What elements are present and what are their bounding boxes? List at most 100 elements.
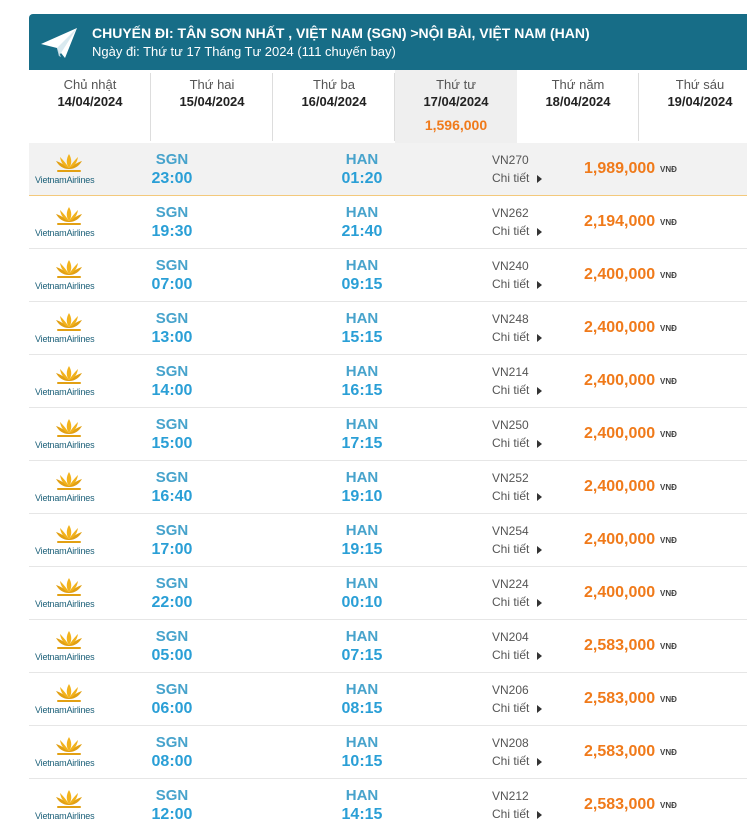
date-tab[interactable]: Thứ tư 17/04/2024 1,596,000 xyxy=(395,70,517,146)
flight-row[interactable]: VietnamAirlines SGN 19:30 HAN 21:40 VN262 Chi … xyxy=(29,196,747,249)
flight-detail-link[interactable]: Chi tiết xyxy=(492,171,543,185)
departure-airport: SGN xyxy=(155,469,189,486)
date-tab[interactable]: Chủ nhật 14/04/2024 xyxy=(29,70,151,158)
flight-number: VN206 xyxy=(492,683,529,697)
flight-detail-link[interactable]: Chi tiết xyxy=(492,330,543,344)
caret-right-icon xyxy=(537,811,543,819)
flight-detail-link[interactable]: Chi tiết xyxy=(492,224,543,238)
airline-logo: VietnamAirlines xyxy=(35,524,107,558)
airline-name: VietnamAirlines xyxy=(35,652,95,662)
airline-logo: VietnamAirlines xyxy=(35,259,107,293)
flight-number: VN270 xyxy=(492,153,529,167)
flight-detail-link[interactable]: Chi tiết xyxy=(492,595,543,609)
day-date: 18/04/2024 xyxy=(545,94,611,109)
date-tab[interactable]: Thứ ba 16/04/2024 xyxy=(273,70,395,158)
day-date: 17/04/2024 xyxy=(423,94,489,109)
departure-airport: SGN xyxy=(155,310,189,327)
flight-detail-link[interactable]: Chi tiết xyxy=(492,383,543,397)
flight-number: VN262 xyxy=(492,206,529,220)
departure-time: 07:00 xyxy=(151,276,193,293)
caret-right-icon xyxy=(537,175,543,183)
flight-row[interactable]: VietnamAirlines SGN 08:00 HAN 10:15 VN208 Chi … xyxy=(29,726,747,779)
day-date: 16/04/2024 xyxy=(301,94,367,109)
day-date: 15/04/2024 xyxy=(179,94,245,109)
date-tab[interactable]: Thứ hai 15/04/2024 xyxy=(151,70,273,158)
departure-time: 19:30 xyxy=(151,223,193,240)
caret-right-icon xyxy=(537,334,543,342)
departure-airport: SGN xyxy=(155,522,189,539)
lotus-icon xyxy=(56,366,82,384)
departure-time: 15:00 xyxy=(151,435,193,452)
flight-row[interactable]: VietnamAirlines SGN 23:00 HAN 01:20 VN270 Chi … xyxy=(29,143,747,196)
flight-row[interactable]: VietnamAirlines SGN 15:00 HAN 17:15 VN250 Chi … xyxy=(29,408,747,461)
lotus-icon xyxy=(56,207,82,225)
day-name: Thứ sáu xyxy=(675,77,725,92)
airline-logo: VietnamAirlines xyxy=(35,471,107,505)
flight-number: VN240 xyxy=(492,259,529,273)
flight-row[interactable]: VietnamAirlines SGN 05:00 HAN 07:15 VN204 Chi … xyxy=(29,620,747,673)
arrival-airport: HAN xyxy=(345,628,379,645)
flight-row[interactable]: VietnamAirlines SGN 13:00 HAN 15:15 VN248 Chi … xyxy=(29,302,747,355)
flight-detail-link[interactable]: Chi tiết xyxy=(492,701,543,715)
arrival-time: 19:10 xyxy=(341,488,383,505)
route-title: CHUYẾN ĐI: TÂN SƠN NHẤT , VIỆT NAM (SGN)… xyxy=(92,25,590,41)
lotus-icon xyxy=(56,684,82,702)
departure-airport: SGN xyxy=(155,151,189,168)
flight-detail-link[interactable]: Chi tiết xyxy=(492,754,543,768)
currency-label: VNĐ xyxy=(660,165,677,174)
flight-number: VN212 xyxy=(492,789,529,803)
departure-time: 05:00 xyxy=(151,647,193,664)
flight-price: 2,400,000 xyxy=(584,266,656,283)
flight-detail-link[interactable]: Chi tiết xyxy=(492,807,543,821)
currency-label: VNĐ xyxy=(660,377,677,386)
caret-right-icon xyxy=(537,546,543,554)
departure-airport: SGN xyxy=(155,416,189,433)
arrival-time: 09:15 xyxy=(341,276,383,293)
flight-detail-link[interactable]: Chi tiết xyxy=(492,489,543,503)
date-tab[interactable]: Thứ năm 18/04/2024 xyxy=(517,70,639,158)
detail-label: Chi tiết xyxy=(492,277,530,291)
date-tab[interactable]: Thứ sáu 19/04/2024 xyxy=(639,70,747,158)
detail-label: Chi tiết xyxy=(492,383,530,397)
day-date: 14/04/2024 xyxy=(57,94,123,109)
day-date: 19/04/2024 xyxy=(667,94,733,109)
airline-logo: VietnamAirlines xyxy=(35,312,107,346)
departure-airport: SGN xyxy=(155,363,189,380)
arrival-time: 15:15 xyxy=(341,329,383,346)
flight-row[interactable]: VietnamAirlines SGN 16:40 HAN 19:10 VN252 Chi … xyxy=(29,461,747,514)
currency-label: VNĐ xyxy=(660,695,677,704)
detail-label: Chi tiết xyxy=(492,754,530,768)
airline-logo: VietnamAirlines xyxy=(35,206,107,240)
flight-row[interactable]: VietnamAirlines SGN 12:00 HAN 14:15 VN212 Chi … xyxy=(29,779,747,822)
airline-name: VietnamAirlines xyxy=(35,334,95,344)
flight-detail-link[interactable]: Chi tiết xyxy=(492,277,543,291)
airline-logo: VietnamAirlines xyxy=(35,577,107,611)
flight-row[interactable]: VietnamAirlines SGN 14:00 HAN 16:15 VN214 Chi … xyxy=(29,355,747,408)
flight-row[interactable]: VietnamAirlines SGN 07:00 HAN 09:15 VN240 Chi … xyxy=(29,249,747,302)
arrival-airport: HAN xyxy=(345,151,379,168)
flight-detail-link[interactable]: Chi tiết xyxy=(492,436,543,450)
arrival-airport: HAN xyxy=(345,734,379,751)
flight-detail-link[interactable]: Chi tiết xyxy=(492,648,543,662)
tab-divider xyxy=(394,73,395,141)
date-selector: Chủ nhật 14/04/2024 Thứ hai 15/04/2024 Thứ b… xyxy=(29,70,747,158)
flight-detail-link[interactable]: Chi tiết xyxy=(492,542,543,556)
flight-row[interactable]: VietnamAirlines SGN 17:00 HAN 19:15 VN254 Chi … xyxy=(29,514,747,567)
arrival-time: 14:15 xyxy=(341,806,383,822)
caret-right-icon xyxy=(537,493,543,501)
detail-label: Chi tiết xyxy=(492,542,530,556)
arrival-airport: HAN xyxy=(345,469,379,486)
airline-name: VietnamAirlines xyxy=(35,440,95,450)
flight-row[interactable]: VietnamAirlines SGN 22:00 HAN 00:10 VN224 Chi … xyxy=(29,567,747,620)
lotus-icon xyxy=(56,737,82,755)
tab-divider xyxy=(150,73,151,141)
lotus-icon xyxy=(56,631,82,649)
lotus-icon xyxy=(56,472,82,490)
flight-number: VN250 xyxy=(492,418,529,432)
arrival-airport: HAN xyxy=(345,787,379,804)
day-name: Thứ tư xyxy=(436,77,476,92)
currency-label: VNĐ xyxy=(660,483,677,492)
flight-row[interactable]: VietnamAirlines SGN 06:00 HAN 08:15 VN206 Chi … xyxy=(29,673,747,726)
currency-label: VNĐ xyxy=(660,801,677,810)
departure-airport: SGN xyxy=(155,257,189,274)
